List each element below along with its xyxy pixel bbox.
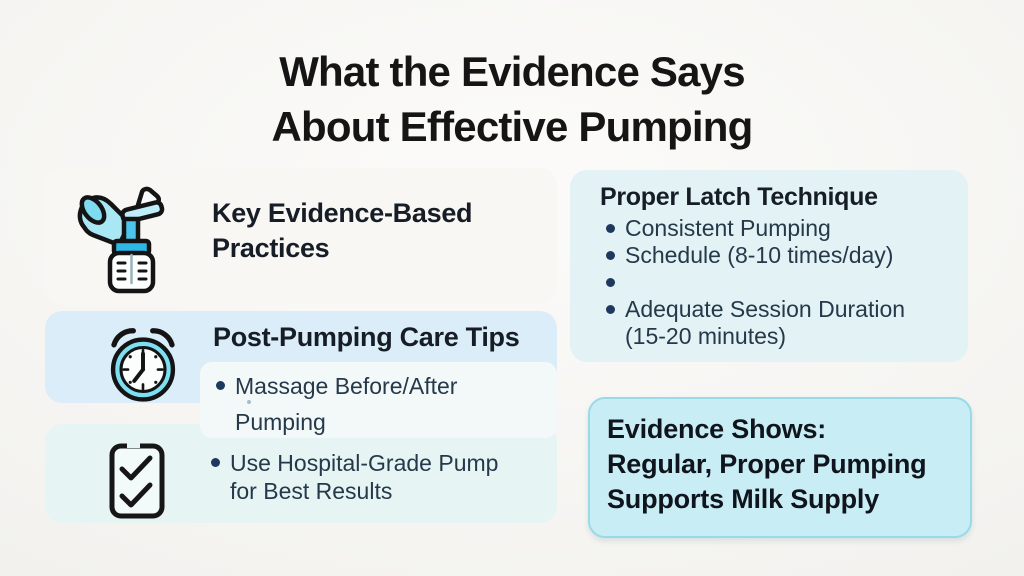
- evidence-line2: Regular, Proper Pumping: [607, 449, 927, 479]
- evidence-summary-card: Evidence Shows: Regular, Proper Pumping …: [588, 397, 972, 538]
- evidence-line1: Evidence Shows:: [607, 414, 827, 444]
- practices-heading: Key Evidence-Based Practices: [212, 196, 473, 266]
- care-tips-heading: Post-Pumping Care Tips: [213, 322, 520, 352]
- latch-technique-card: Proper Latch Technique Consistent Pumpin…: [570, 170, 968, 362]
- massage-bullet-panel: Massage Before/After Pumping: [200, 362, 557, 438]
- hospital-pump-card: Use Hospital-Grade Pump for Best Results: [45, 424, 557, 523]
- latch-bullet-text: Adequate Session Duration (15-20 minutes…: [625, 296, 906, 349]
- bullet-dot: [606, 278, 615, 287]
- checklist-icon: [109, 441, 165, 519]
- latch-bullet-item: [606, 269, 931, 296]
- massage-bullet-item: Massage Before/After Pumping: [216, 372, 457, 436]
- massage-bullet-line2-wrap: Pumping: [235, 400, 457, 436]
- page-title-line2: About Effective Pumping: [271, 103, 754, 150]
- page-title: What the Evidence Says About Effective P…: [0, 44, 1024, 154]
- latch-bullet-item: Schedule (8-10 times/day): [606, 242, 931, 269]
- practices-heading-line2: Practices: [212, 233, 330, 263]
- massage-bullet-line1: Massage Before/After: [235, 373, 458, 399]
- alarm-clock-icon: [110, 328, 176, 402]
- sub-bullet-dot: [247, 400, 251, 404]
- bullet-dot: [211, 458, 220, 467]
- latch-bullet-text: Consistent Pumping: [625, 215, 831, 241]
- massage-bullet-line2: Pumping: [235, 409, 326, 435]
- breast-pump-icon: [77, 186, 165, 294]
- hospital-bullet-line2: for Best Results: [230, 478, 393, 504]
- bullet-dot: [606, 224, 615, 233]
- bullet-dot: [216, 381, 225, 390]
- practices-heading-line1: Key Evidence-Based: [212, 198, 473, 228]
- latch-bullet-list: Consistent Pumping Schedule (8-10 times/…: [606, 215, 931, 350]
- hospital-bullet-item: Use Hospital-Grade Pump for Best Results: [211, 449, 498, 505]
- hospital-bullet-line1: Use Hospital-Grade Pump: [230, 450, 499, 476]
- bullet-dot: [606, 251, 615, 260]
- bullet-dot: [606, 305, 615, 314]
- page-title-line1: What the Evidence Says: [279, 48, 745, 95]
- latch-bullet-text: Schedule (8-10 times/day): [625, 242, 894, 268]
- latch-heading: Proper Latch Technique: [600, 183, 878, 211]
- latch-bullet-item: Consistent Pumping: [606, 215, 931, 242]
- evidence-summary-text: Evidence Shows: Regular, Proper Pumping …: [607, 412, 927, 517]
- latch-bullet-item: Adequate Session Duration (15-20 minutes…: [606, 296, 931, 350]
- evidence-line3: Supports Milk Supply: [607, 484, 880, 514]
